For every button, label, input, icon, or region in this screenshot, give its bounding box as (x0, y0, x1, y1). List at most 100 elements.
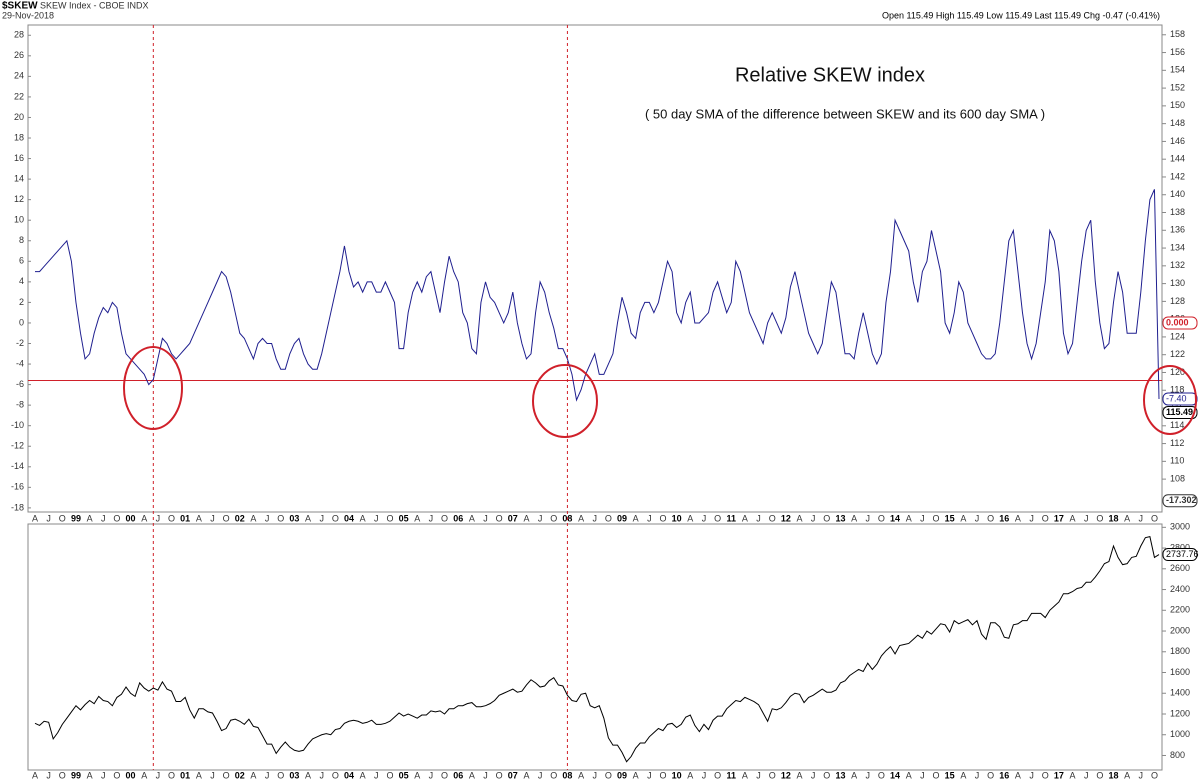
x-tick-label: J (101, 513, 106, 523)
x-tick-label: O (496, 513, 503, 523)
x-tick-label: 18 (1108, 770, 1118, 780)
x-tick-label: O (1151, 513, 1158, 523)
x-tick-label: A (1070, 513, 1076, 523)
x-tick-label: A (87, 513, 93, 523)
x-tick-label: O (1096, 513, 1103, 523)
symbol: $SKEW (2, 1, 38, 12)
x-tick-label: O (168, 770, 175, 780)
x-tick-label: O (823, 513, 830, 523)
x-tick-label: J (210, 770, 215, 780)
x-tick-label: J (920, 770, 925, 780)
x-tick-label: A (250, 513, 256, 523)
y2-tick-label: 120 (1170, 367, 1185, 377)
x-tick-label: O (223, 513, 230, 523)
marker-label: 115.49 (1166, 407, 1193, 417)
x-tick-label: O (441, 770, 448, 780)
y-tick-label: 16 (14, 153, 24, 163)
marker-box (1162, 406, 1198, 420)
x-tick-label: A (742, 513, 748, 523)
x-tick-label: O (878, 513, 885, 523)
x-tick-label: J (1084, 513, 1089, 523)
plots: A J O 99 A J O 00 A J O 01 A J O 02 A J O 03 A J O 04 A J O 05 A J O 06… (11, 25, 1199, 780)
x-tick-label: A (633, 770, 639, 780)
x-tick-label: A (1124, 770, 1130, 780)
last-value-label: 2737.76 (1166, 549, 1199, 559)
x-tick-label: O (987, 770, 994, 780)
x-tick-label: O (605, 513, 612, 523)
y-tick-label: 2400 (1170, 584, 1190, 594)
x-tick-label: O (113, 513, 120, 523)
x-tick-label: J (647, 513, 652, 523)
top-panel-frame (27, 24, 1163, 513)
x-tick-label: A (32, 770, 38, 780)
x-tick-label: O (769, 770, 776, 780)
x-tick-label: A (32, 513, 38, 523)
date: 29-Nov-2018 (2, 10, 54, 20)
x-tick-label: A (196, 513, 202, 523)
x-tick-label: J (592, 770, 597, 780)
y2-tick-label: 118 (1170, 385, 1184, 395)
x-tick-label: J (265, 770, 270, 780)
x-tick-label: A (742, 770, 748, 780)
chart-title: Relative SKEW index (735, 64, 925, 86)
highlight-circle (123, 346, 183, 430)
x-tick-label: O (550, 513, 557, 523)
x-tick-label: A (1124, 513, 1130, 523)
y2-tick-label: 108 (1170, 473, 1185, 483)
x-tick-label: A (360, 770, 366, 780)
highlight-circle (1143, 365, 1197, 435)
x-tick-label: J (756, 770, 761, 780)
y-tick-label: 1200 (1170, 708, 1190, 718)
x-tick-label: O (769, 513, 776, 523)
marker-box (1162, 494, 1198, 508)
marker-label: -17.302 (1166, 495, 1197, 505)
y-tick-label: 20 (14, 112, 24, 122)
x-tick-label: O (223, 770, 230, 780)
x-tick-label: A (906, 513, 912, 523)
x-tick-label: 06 (453, 513, 463, 523)
last-value-label: -7.40 (1166, 393, 1187, 403)
y-tick-label: 2200 (1170, 605, 1190, 615)
x-tick-label: 17 (1054, 513, 1064, 523)
x-tick-label: A (414, 770, 420, 780)
x-tick-label: O (113, 770, 120, 780)
x-tick-label: 14 (890, 770, 900, 780)
x-tick-label: O (550, 770, 557, 780)
y2-tick-label: 128 (1170, 296, 1185, 306)
y-tick-label: 28 (14, 30, 24, 40)
bottom-panel-frame (27, 523, 1163, 771)
y2-tick-label: 132 (1170, 260, 1185, 270)
last-value-box (1162, 548, 1198, 562)
y-tick-label: 3000 (1170, 522, 1190, 532)
x-tick-label: O (277, 770, 284, 780)
x-tick-label: A (523, 770, 529, 780)
x-tick-label: A (469, 513, 475, 523)
x-tick-label: J (429, 770, 434, 780)
x-tick-label: O (386, 770, 393, 780)
symbol-name: SKEW Index - CBOE INDX (40, 0, 149, 10)
x-tick-label: A (578, 770, 584, 780)
y-tick-label: 18 (14, 132, 24, 142)
y-tick-label: 0 (19, 317, 24, 327)
y-tick-label: 14 (14, 173, 24, 183)
x-tick-label: O (714, 513, 721, 523)
y-tick-label: 2000 (1170, 625, 1190, 635)
x-tick-label: A (687, 770, 693, 780)
x-tick-label: A (1015, 770, 1021, 780)
x-tick-label: O (1151, 770, 1158, 780)
x-tick-label: O (441, 513, 448, 523)
y-tick-label: -16 (11, 482, 24, 492)
x-tick-label: 17 (1054, 770, 1064, 780)
x-tick-label: O (987, 513, 994, 523)
x-tick-label: 99 (71, 513, 81, 523)
x-tick-label: O (823, 770, 830, 780)
x-tick-label: J (592, 513, 597, 523)
x-tick-label: J (1139, 513, 1144, 523)
y-tick-label: 1000 (1170, 729, 1190, 739)
x-tick-label: A (250, 770, 256, 780)
y2-tick-label: 150 (1170, 100, 1185, 110)
x-tick-label: J (920, 513, 925, 523)
y-tick-label: 6 (19, 256, 24, 266)
last-value-box (1162, 392, 1198, 406)
